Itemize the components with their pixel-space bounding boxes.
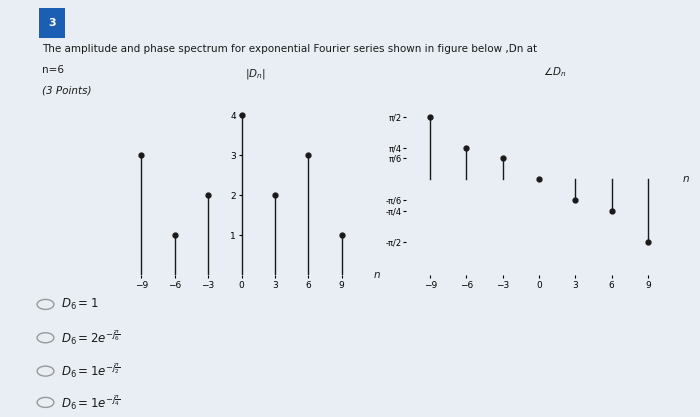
Text: The amplitude and phase spectrum for exponential Fourier series shown in figure : The amplitude and phase spectrum for exp…: [42, 44, 537, 54]
Text: $D_6 = 1e^{-j\frac{\pi}{4}}$: $D_6 = 1e^{-j\frac{\pi}{4}}$: [61, 393, 120, 412]
Text: $D_6 = 1$: $D_6 = 1$: [61, 297, 98, 312]
Text: $n$: $n$: [373, 270, 381, 280]
Text: $D_6 = 1e^{-j\frac{\pi}{2}}$: $D_6 = 1e^{-j\frac{\pi}{2}}$: [61, 362, 120, 380]
Text: $|D_n|$: $|D_n|$: [245, 68, 265, 81]
Text: (3 Points): (3 Points): [42, 85, 92, 95]
Text: 3: 3: [48, 18, 55, 28]
Text: $D_6 = 2e^{-j\frac{\pi}{6}}$: $D_6 = 2e^{-j\frac{\pi}{6}}$: [61, 329, 120, 347]
Text: n=6: n=6: [42, 65, 64, 75]
Text: $n$: $n$: [682, 174, 690, 184]
Text: $\angle D_n$: $\angle D_n$: [542, 65, 566, 79]
